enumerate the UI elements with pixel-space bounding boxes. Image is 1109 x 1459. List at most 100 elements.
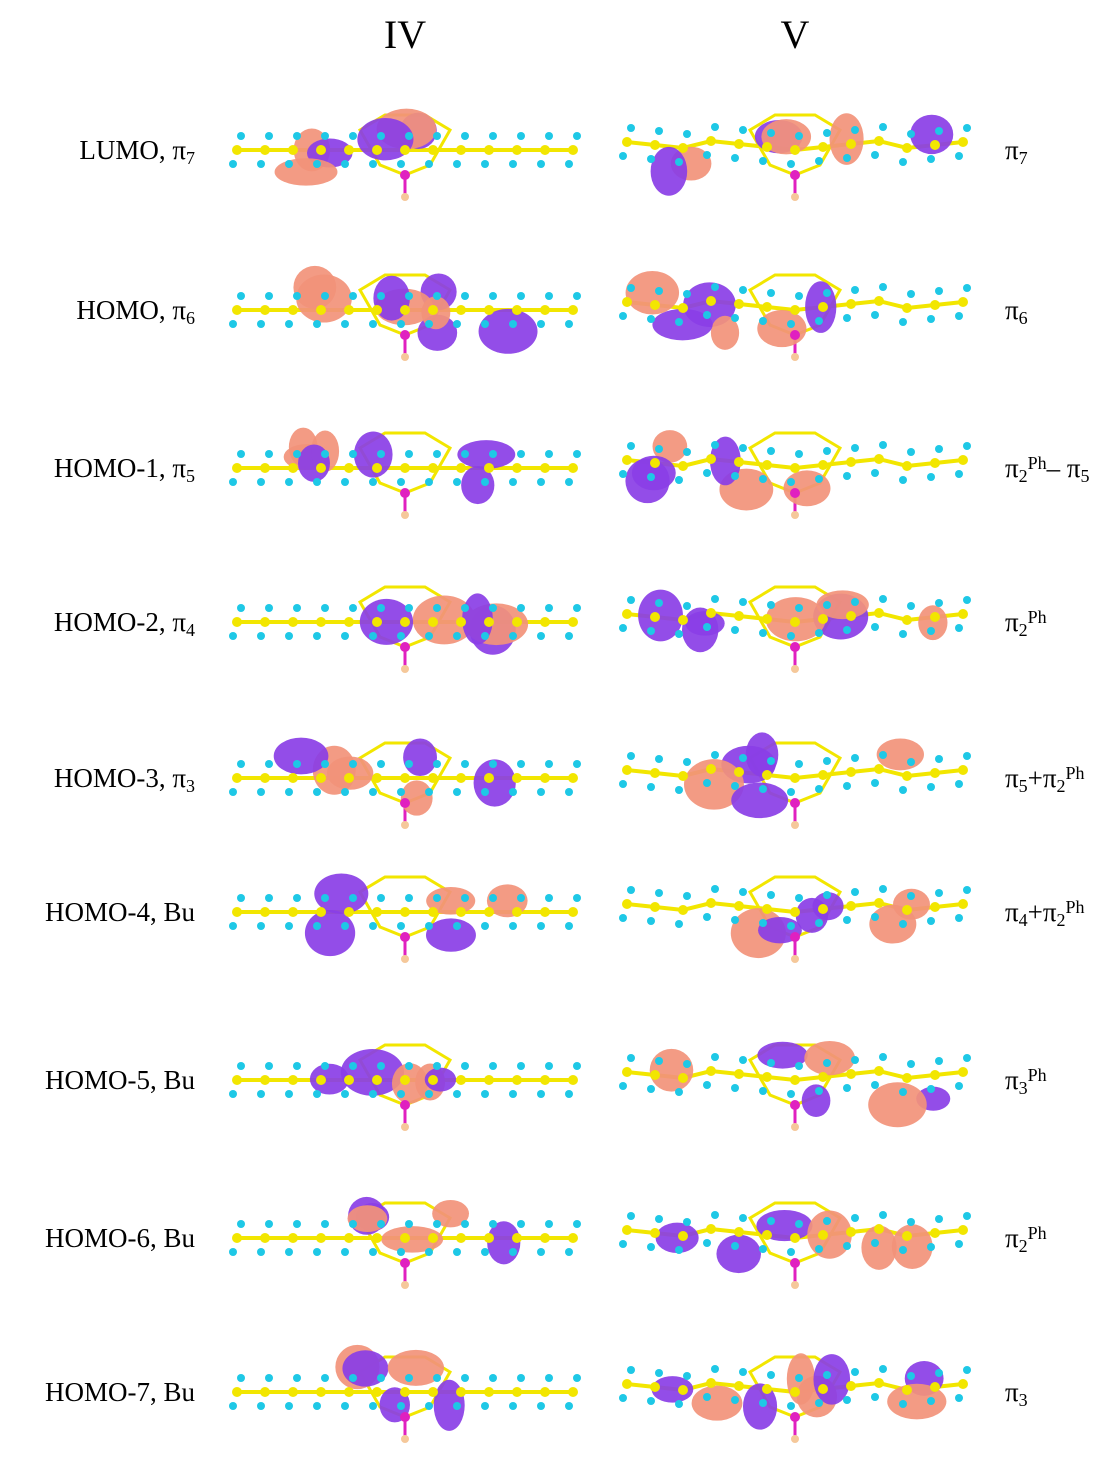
hydrogen	[321, 1220, 329, 1228]
atom	[846, 767, 856, 777]
hydrogen	[647, 1397, 655, 1405]
hydrogen	[229, 478, 237, 486]
atom	[372, 145, 382, 155]
hydrogen	[879, 1211, 887, 1219]
atom	[288, 1387, 298, 1397]
atom	[650, 300, 660, 310]
hydrogen	[461, 450, 469, 458]
hydrogen	[963, 442, 971, 450]
hydrogen	[739, 286, 747, 294]
atom	[734, 1227, 744, 1237]
hydrogen	[481, 160, 489, 168]
hydrogen	[955, 1082, 963, 1090]
atom	[512, 1387, 522, 1397]
atom	[288, 463, 298, 473]
atom	[902, 771, 912, 781]
orbital-label: π3Ph	[1005, 1065, 1047, 1098]
hydrogen	[731, 154, 739, 162]
hydrogen	[675, 786, 683, 794]
hydrogen	[935, 889, 943, 897]
atom	[484, 1233, 494, 1243]
hydrogen	[795, 1220, 803, 1228]
label-part: LUMO, π	[79, 135, 186, 165]
molecule	[619, 113, 971, 201]
atom	[958, 609, 968, 619]
atom	[260, 773, 270, 783]
hydrogen	[703, 151, 711, 159]
hydrogen	[759, 919, 767, 927]
hydrogen	[767, 601, 775, 609]
hydrogen	[397, 788, 405, 796]
atom	[316, 463, 326, 473]
hydrogen	[711, 595, 719, 603]
orbital-lobe	[479, 309, 538, 354]
atom	[456, 773, 466, 783]
orbital-label: π3	[1005, 1377, 1028, 1410]
hydrogen	[405, 760, 413, 768]
hydrogen	[627, 752, 635, 760]
hydrogen	[815, 1399, 823, 1407]
orbital-label: π2Ph	[1005, 607, 1047, 640]
atom	[540, 1233, 550, 1243]
atom	[260, 617, 270, 627]
orbital-lobe	[918, 605, 947, 640]
atom	[958, 455, 968, 465]
hydrogen	[935, 445, 943, 453]
atom	[484, 1387, 494, 1397]
atom	[958, 899, 968, 909]
hydrogen	[627, 1054, 635, 1062]
hydrogen	[759, 785, 767, 793]
hydrogen	[237, 894, 245, 902]
hydrogen	[573, 1220, 581, 1228]
hydrogen	[731, 1396, 739, 1404]
atom	[790, 1233, 800, 1243]
molecule	[229, 1197, 581, 1289]
atom	[401, 511, 409, 519]
atom	[568, 1387, 578, 1397]
hydrogen	[963, 1212, 971, 1220]
atom	[400, 305, 410, 315]
label-part: Ph	[1028, 1065, 1047, 1085]
atom	[706, 136, 716, 146]
hydrogen	[655, 599, 663, 607]
hydrogen	[871, 469, 879, 477]
atom	[790, 932, 800, 942]
hydrogen	[573, 760, 581, 768]
hydrogen	[461, 292, 469, 300]
hydrogen	[955, 470, 963, 478]
label-part: 3	[1019, 1390, 1028, 1410]
label-part: +π	[1028, 763, 1057, 793]
hydrogen	[927, 627, 935, 635]
atom	[540, 773, 550, 783]
hydrogen	[739, 126, 747, 134]
atom	[734, 1069, 744, 1079]
atom	[706, 764, 716, 774]
atom	[734, 1381, 744, 1391]
label-part: 5	[186, 466, 195, 486]
orbital-lobe	[757, 310, 806, 347]
atom	[818, 904, 828, 914]
hydrogen	[907, 758, 915, 766]
orbital-lobe	[274, 738, 329, 775]
hydrogen	[321, 132, 329, 140]
hydrogen	[619, 914, 627, 922]
hydrogen	[711, 751, 719, 759]
hydrogen	[537, 922, 545, 930]
hydrogen	[545, 760, 553, 768]
hydrogen	[489, 450, 497, 458]
hydrogen	[899, 920, 907, 928]
atom	[401, 665, 409, 673]
atom	[790, 170, 800, 180]
hydrogen	[517, 132, 525, 140]
atom	[818, 614, 828, 624]
hydrogen	[489, 1220, 497, 1228]
hydrogen	[711, 885, 719, 893]
hydrogen	[573, 894, 581, 902]
atom	[372, 463, 382, 473]
hydrogen	[907, 1218, 915, 1226]
hydrogen	[369, 632, 377, 640]
hydrogen	[823, 1371, 831, 1379]
label-part: π	[1005, 897, 1019, 927]
atom	[874, 608, 884, 618]
hydrogen	[843, 1242, 851, 1250]
